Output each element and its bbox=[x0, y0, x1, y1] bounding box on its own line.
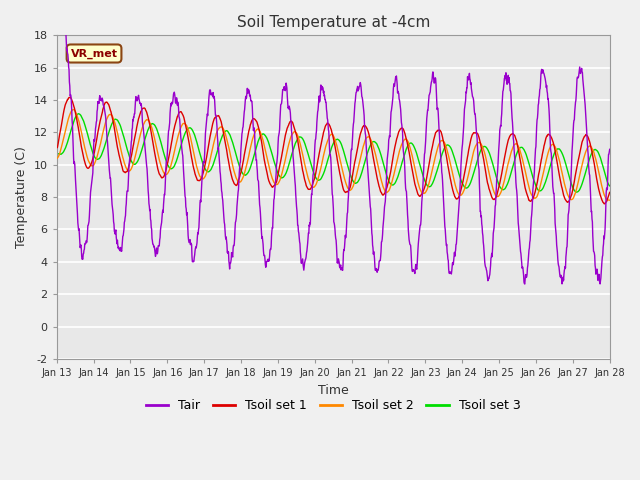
Tsoil set 2 bbox=[53, 156, 61, 162]
Tsoil set 2 bbox=[176, 127, 184, 132]
Tsoil set 1 bbox=[492, 195, 499, 201]
Tsoil set 2 bbox=[492, 192, 499, 198]
Tsoil set 2 bbox=[606, 197, 614, 203]
Tsoil set 2 bbox=[163, 171, 170, 177]
Legend: Tair, Tsoil set 1, Tsoil set 2, Tsoil set 3: Tair, Tsoil set 1, Tsoil set 2, Tsoil se… bbox=[141, 395, 525, 418]
Tsoil set 3 bbox=[238, 169, 246, 175]
Text: VR_met: VR_met bbox=[70, 48, 118, 59]
Line: Tsoil set 1: Tsoil set 1 bbox=[57, 97, 610, 204]
Tair bbox=[419, 175, 427, 181]
Tair bbox=[238, 131, 246, 137]
Tsoil set 2 bbox=[541, 166, 548, 171]
Tsoil set 2 bbox=[69, 107, 77, 112]
Tsoil set 1 bbox=[419, 188, 427, 193]
Tsoil set 1 bbox=[66, 95, 74, 100]
Y-axis label: Temperature (C): Temperature (C) bbox=[15, 146, 28, 248]
Tair bbox=[176, 123, 184, 129]
Tair bbox=[492, 202, 499, 208]
Tair bbox=[606, 146, 614, 152]
Tsoil set 1 bbox=[176, 109, 184, 115]
Tsoil set 3 bbox=[53, 151, 61, 156]
Tsoil set 3 bbox=[75, 111, 83, 117]
Tair bbox=[53, 23, 61, 28]
Tsoil set 3 bbox=[541, 182, 548, 188]
Line: Tsoil set 3: Tsoil set 3 bbox=[57, 114, 610, 192]
Tsoil set 3 bbox=[492, 171, 499, 177]
Tsoil set 3 bbox=[606, 183, 614, 189]
Tsoil set 1 bbox=[163, 164, 170, 170]
Tsoil set 2 bbox=[238, 177, 246, 182]
Line: Tsoil set 2: Tsoil set 2 bbox=[57, 109, 610, 200]
Tsoil set 1 bbox=[606, 190, 614, 195]
Tair bbox=[521, 281, 529, 287]
Tair bbox=[163, 158, 170, 164]
Tsoil set 3 bbox=[163, 159, 170, 165]
Tsoil set 3 bbox=[419, 174, 427, 180]
Title: Soil Temperature at -4cm: Soil Temperature at -4cm bbox=[237, 15, 430, 30]
Tsoil set 3 bbox=[573, 189, 580, 195]
Line: Tair: Tair bbox=[57, 21, 610, 284]
Tsoil set 1 bbox=[600, 201, 608, 207]
Tair bbox=[60, 18, 67, 24]
Tsoil set 3 bbox=[176, 146, 184, 152]
Tsoil set 1 bbox=[53, 145, 61, 151]
X-axis label: Time: Time bbox=[318, 384, 349, 396]
Tair bbox=[541, 73, 548, 79]
Tsoil set 1 bbox=[541, 142, 548, 148]
Tsoil set 1 bbox=[238, 165, 246, 171]
Tsoil set 2 bbox=[419, 191, 427, 196]
